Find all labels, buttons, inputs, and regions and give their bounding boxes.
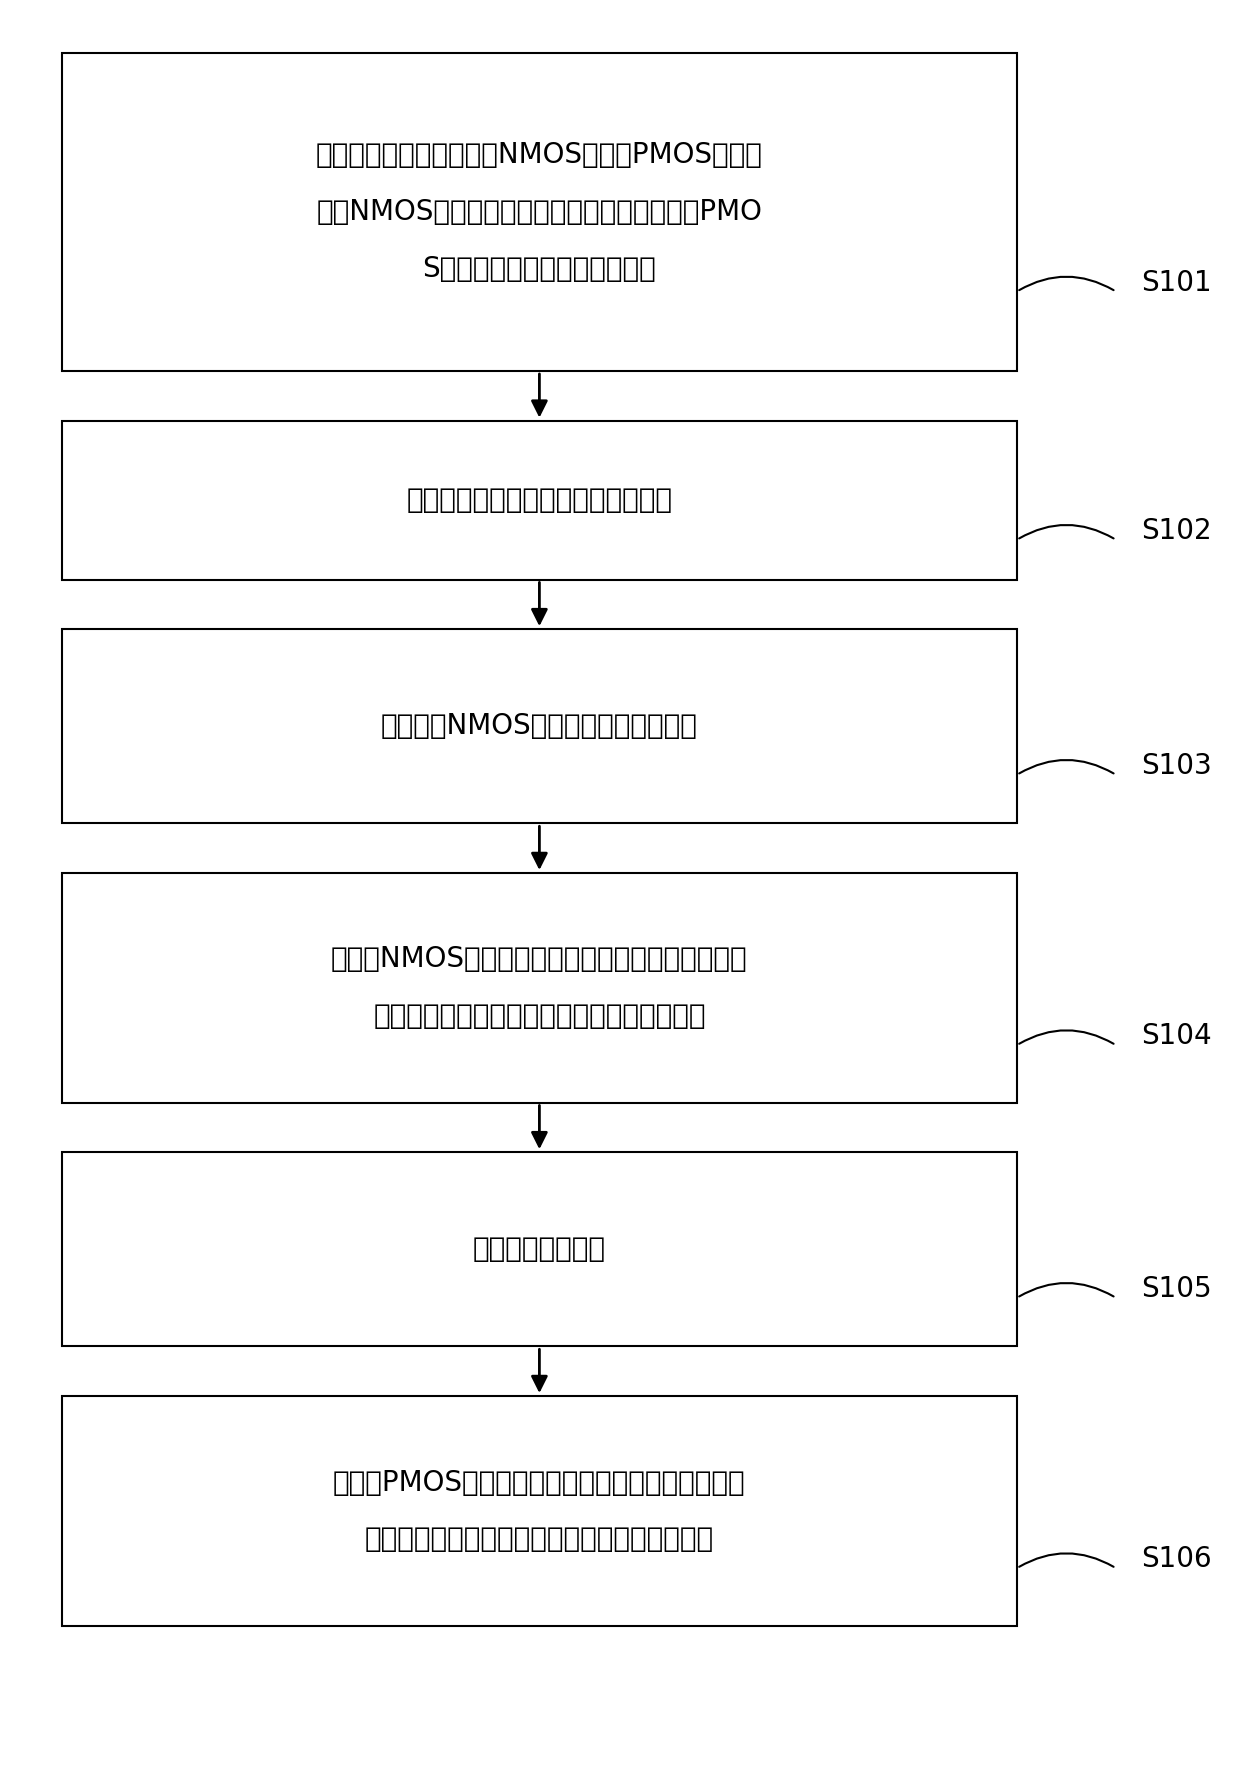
Text: S104: S104 <box>1141 1023 1211 1050</box>
Text: S101: S101 <box>1141 269 1211 297</box>
Text: S102: S102 <box>1141 518 1211 544</box>
FancyBboxPatch shape <box>62 421 1017 580</box>
Text: 去除所述NMOS区域上的第一功函数层: 去除所述NMOS区域上的第一功函数层 <box>381 712 698 740</box>
FancyBboxPatch shape <box>62 629 1017 823</box>
FancyBboxPatch shape <box>62 53 1017 371</box>
Text: 在所述PMOS区域上进行处理，使所述第三鳍片和所: 在所述PMOS区域上进行处理，使所述第三鳍片和所 <box>334 1468 745 1497</box>
FancyBboxPatch shape <box>62 1152 1017 1346</box>
Text: 在所述NMOS区域上进行处理，使所述第一鳍片和所: 在所述NMOS区域上进行处理，使所述第一鳍片和所 <box>331 945 748 974</box>
Text: 述第二鳍片上具有不同厚度的所述第一阻挡层: 述第二鳍片上具有不同厚度的所述第一阻挡层 <box>373 1002 706 1030</box>
FancyBboxPatch shape <box>62 1396 1017 1626</box>
Text: 依次沉积第一阻挡层和第一功函数层: 依次沉积第一阻挡层和第一功函数层 <box>407 486 672 514</box>
Text: 沉积第二功函数层: 沉积第二功函数层 <box>472 1235 606 1263</box>
FancyBboxPatch shape <box>62 873 1017 1103</box>
Text: 所述NMOS区域包含第一鳍片和第二鳍片，所述PMO: 所述NMOS区域包含第一鳍片和第二鳍片，所述PMO <box>316 198 763 226</box>
Text: S103: S103 <box>1141 753 1211 779</box>
Text: 述第四鳍片上具有不同厚度的所述第二功函数层: 述第四鳍片上具有不同厚度的所述第二功函数层 <box>365 1525 714 1553</box>
Text: S106: S106 <box>1141 1546 1211 1573</box>
Text: S105: S105 <box>1141 1276 1211 1302</box>
Text: 提供衬底，所述衬底包括NMOS区域和PMOS区域，: 提供衬底，所述衬底包括NMOS区域和PMOS区域， <box>316 141 763 170</box>
Text: S区域包含第三鳍片和第四鳍片: S区域包含第三鳍片和第四鳍片 <box>423 254 656 283</box>
